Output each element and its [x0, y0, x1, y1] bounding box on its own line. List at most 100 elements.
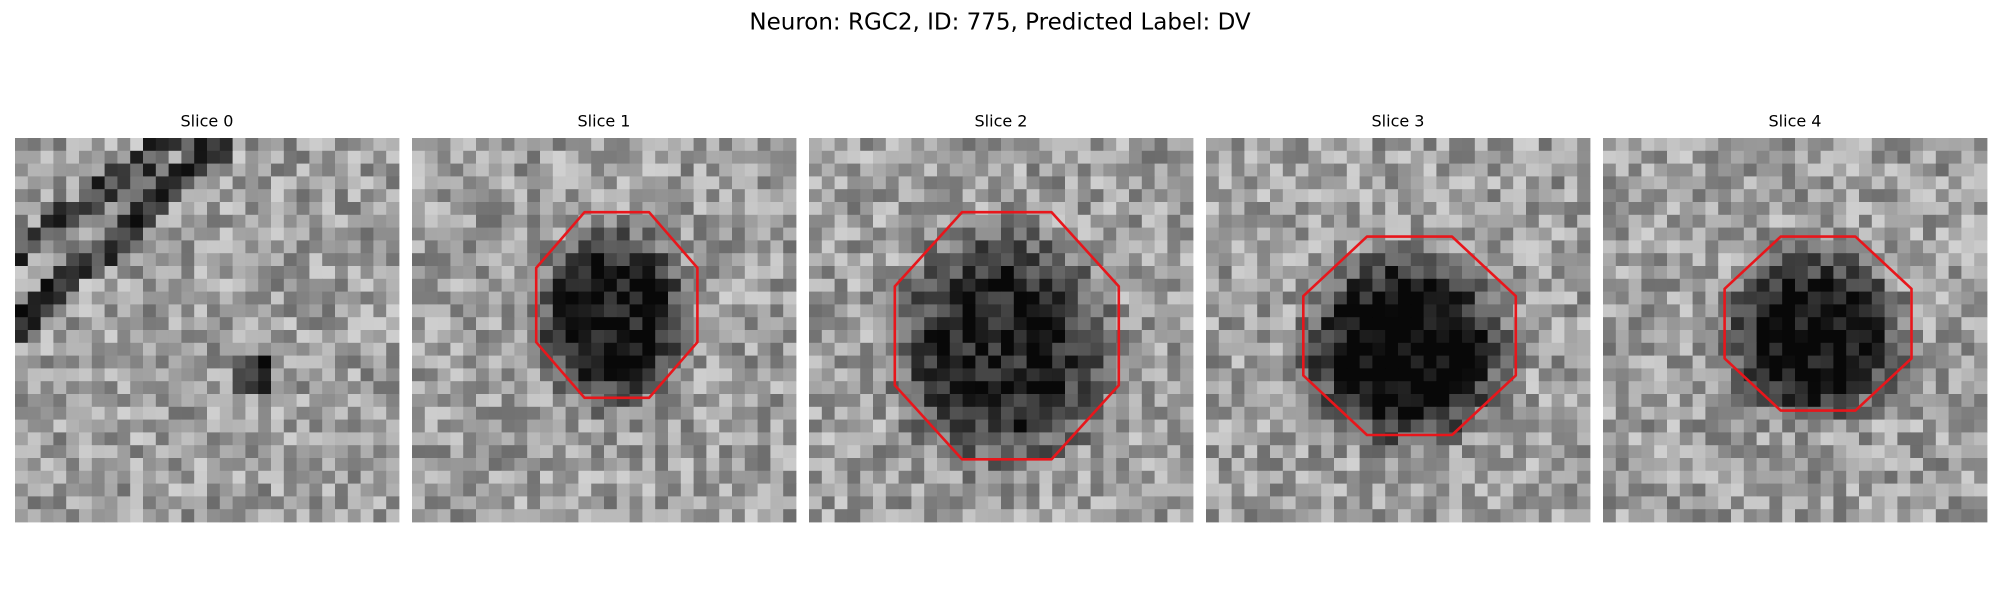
pixel	[1961, 330, 1975, 344]
pixel	[258, 214, 272, 228]
pixel	[1039, 214, 1053, 228]
pixel	[949, 214, 963, 228]
pixel	[1910, 406, 1924, 420]
pixel	[783, 342, 797, 356]
pixel	[194, 458, 208, 472]
pixel	[1295, 253, 1309, 267]
pixel	[360, 304, 374, 318]
pixel	[1923, 240, 1937, 254]
pixel	[1474, 342, 1488, 356]
pixel	[1410, 202, 1424, 216]
pixel	[514, 176, 528, 190]
pixel	[476, 496, 490, 510]
pixel	[655, 483, 669, 497]
pixel	[821, 406, 835, 420]
pixel	[873, 266, 887, 280]
pixel	[616, 138, 630, 152]
pixel	[1065, 483, 1079, 497]
pixel	[207, 163, 221, 177]
pixel	[680, 483, 694, 497]
pixel	[424, 253, 438, 267]
pixel	[1359, 355, 1373, 369]
pixel	[155, 470, 169, 484]
pixel	[1013, 291, 1027, 305]
pixel	[1974, 253, 1988, 267]
pixel	[655, 176, 669, 190]
pixel	[1615, 432, 1629, 446]
pixel	[1935, 394, 1949, 408]
pixel	[1244, 342, 1258, 356]
pixel	[1090, 176, 1104, 190]
pixel	[130, 266, 144, 280]
pixel	[1103, 227, 1117, 241]
pixel	[937, 445, 951, 459]
pixel	[719, 291, 733, 305]
pixel	[245, 381, 259, 395]
pixel	[565, 496, 579, 510]
pixel	[1679, 406, 1693, 420]
pixel	[1308, 509, 1322, 523]
pixel	[155, 419, 169, 433]
pixel	[143, 432, 157, 446]
pixel	[1026, 419, 1040, 433]
pixel	[258, 445, 272, 459]
pixel	[1141, 317, 1155, 331]
pixel	[1615, 291, 1629, 305]
pixel	[1667, 202, 1681, 216]
pixel	[1564, 355, 1578, 369]
pixel	[809, 496, 823, 510]
pixel	[1603, 266, 1617, 280]
pixel	[245, 278, 259, 292]
pixel	[1282, 253, 1296, 267]
pixel	[386, 394, 400, 408]
pixel	[1180, 445, 1194, 459]
pixel	[1052, 406, 1066, 420]
pixel	[1974, 240, 1988, 254]
pixel	[732, 483, 746, 497]
pixel	[1641, 381, 1655, 395]
pixel	[834, 406, 848, 420]
pixel	[104, 266, 118, 280]
pixel	[1308, 394, 1322, 408]
pixel	[1385, 406, 1399, 420]
pixel	[1782, 483, 1796, 497]
pixel	[1257, 470, 1271, 484]
pixel	[155, 150, 169, 164]
pixel	[1372, 138, 1386, 152]
pixel	[783, 394, 797, 408]
segmentation-contour	[1723, 235, 1913, 412]
pixel	[1013, 483, 1027, 497]
pixel	[1154, 406, 1168, 420]
pixel	[1398, 342, 1412, 356]
pixel	[860, 291, 874, 305]
pixel	[309, 342, 323, 356]
pixel	[1961, 419, 1975, 433]
pixel	[53, 214, 67, 228]
pixel	[629, 394, 643, 408]
pixel	[1052, 202, 1066, 216]
pixel	[1449, 176, 1463, 190]
pixel	[1551, 470, 1565, 484]
pixel	[1218, 304, 1232, 318]
pixel	[1718, 202, 1732, 216]
pixel	[373, 253, 387, 267]
pixel	[1167, 253, 1181, 267]
pixel	[1180, 368, 1194, 382]
pixel	[1154, 458, 1168, 472]
pixel	[1884, 138, 1898, 152]
pixel	[898, 291, 912, 305]
pixel	[1398, 253, 1412, 267]
pixel	[1782, 150, 1796, 164]
pixel	[322, 509, 336, 523]
pixel	[1001, 509, 1015, 523]
pixel	[616, 509, 630, 523]
pixel	[1923, 163, 1937, 177]
pixel	[245, 227, 259, 241]
pixel	[296, 368, 310, 382]
pixel	[873, 355, 887, 369]
pixel	[1615, 214, 1629, 228]
pixel	[66, 419, 80, 433]
pixel	[885, 317, 899, 331]
pixel	[1270, 138, 1284, 152]
pixel	[476, 342, 490, 356]
